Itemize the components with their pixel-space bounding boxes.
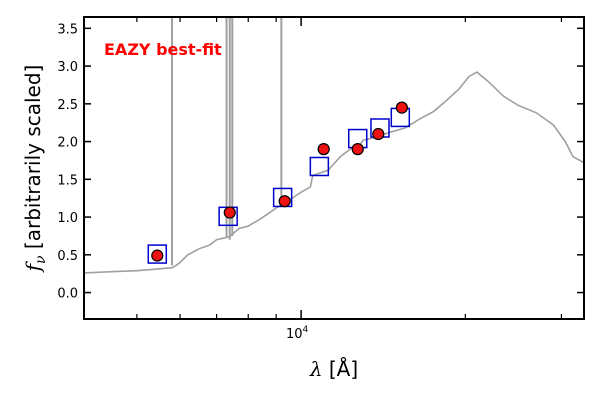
spectrum-line: [83, 71, 585, 274]
observed-point-1: [151, 249, 164, 262]
x-tick-label: 104: [286, 325, 309, 342]
observed-point-6: [372, 127, 385, 141]
plot-background: [84, 17, 584, 319]
y-axis-label: fν [arbitrarily scaled]: [21, 65, 49, 274]
y-tick-label: 1.0: [57, 211, 78, 226]
observed-point-4: [317, 143, 330, 156]
spectrum-layer: [83, 71, 585, 274]
annotation-label: EAZY best-fit: [104, 40, 222, 59]
x-tick-label-exponent: 4: [303, 325, 309, 335]
y-tick-label: 0.5: [57, 249, 78, 264]
model-square-4: [309, 156, 330, 177]
x-axis-symbol: λ: [309, 357, 323, 381]
observed-point-3: [278, 195, 291, 208]
observed-photometry-layer: [151, 101, 408, 262]
x-axis-label: λ [Å]: [309, 357, 358, 381]
y-tick-label: 1.5: [57, 173, 78, 188]
plot-frame: [83, 16, 585, 320]
emission-lines-layer: [171, 17, 283, 266]
observed-point-5: [351, 143, 364, 156]
y-axis-text: [arbitrarily scaled]: [21, 65, 45, 249]
x-axis-ticks: 104: [136, 17, 563, 342]
x-axis-unit: [Å]: [329, 357, 358, 381]
y-tick-label: 3.0: [57, 60, 78, 75]
y-tick-label: 2.0: [57, 136, 78, 151]
observed-point-7: [395, 101, 408, 114]
y-axis-ticks: 0.0 0.5 1.0 1.5 2.0 2.5 3.0 3.5: [57, 22, 584, 302]
y-tick-label: 0.0: [57, 287, 78, 302]
model-square-1: [147, 244, 168, 264]
x-tick-label-base: 10: [286, 327, 303, 342]
y-tick-label: 2.5: [57, 98, 78, 113]
y-tick-label: 3.5: [57, 22, 78, 37]
observed-point-2: [223, 206, 236, 219]
y-axis-subscript: ν: [33, 255, 49, 264]
